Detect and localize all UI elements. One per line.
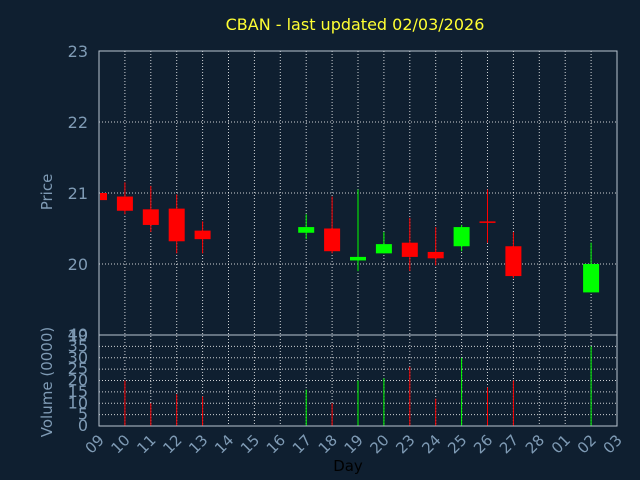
x-tick-label: 03 [600,431,626,457]
x-tick-label: 13 [185,431,211,457]
x-tick-label: 24 [418,431,444,457]
volume-tick-label: 20 [68,371,88,390]
x-tick-label: 14 [211,431,237,457]
x-tick-label: 19 [341,431,367,457]
candle-body [142,209,159,225]
candle-body [116,196,133,211]
volume-tick-label: 35 [68,336,88,355]
volume-tick-label: 5 [78,405,88,424]
price-tick-label: 23 [68,42,88,61]
x-tick-label: 26 [470,431,496,457]
candle-body [427,251,444,259]
candle-body [194,230,211,240]
volume-tick-label: 30 [68,348,88,367]
x-tick-label: 28 [522,431,548,457]
x-tick-label: 17 [289,431,315,457]
volume-tick-label: 10 [68,393,88,412]
x-tick-label: 02 [574,431,600,457]
x-tick-label: 23 [392,431,418,457]
price-tick-label: 20 [68,255,88,274]
candle-body [350,256,366,261]
volume-tick-label: 25 [68,359,88,378]
volume-tick-label: 0 [78,416,88,435]
x-tick-label: 09 [82,431,108,457]
price-axis-label: Price [38,174,56,211]
candle-body [479,221,496,223]
candle-body [401,242,418,257]
x-tick-label: 12 [159,431,185,457]
candle-body [324,228,341,252]
price-tick-label: 22 [68,113,88,132]
candle-body [583,264,600,293]
x-tick-label: 01 [548,431,574,457]
volume-tick-label: 15 [68,382,88,401]
x-tick-label: 16 [263,431,289,457]
candle-body [168,208,185,242]
x-tick-label: 27 [496,431,522,457]
price-tick-label: 19 [68,326,88,345]
x-tick-label: 15 [237,431,263,457]
chart-title: CBAN - last updated 02/03/2026 [226,15,485,34]
x-tick-label: 11 [133,431,159,457]
candles [98,182,600,293]
x-axis-label: Day [333,457,363,475]
x-tick-label: 18 [315,431,341,457]
x-tick-label: 25 [444,431,470,457]
volume-panel-frame [98,334,618,427]
candle-body [453,227,470,247]
volume-axis-label: Volume (0000) [38,327,56,437]
volume-tick-label: 40 [68,325,88,344]
candle-body [375,244,392,254]
candle-body [100,193,107,201]
x-tick-label: 20 [366,431,392,457]
price-tick-label: 21 [68,184,88,203]
candle-body [298,227,315,233]
volume-bars [124,346,592,426]
candle-body [505,246,522,277]
x-tick-label: 10 [107,431,133,457]
